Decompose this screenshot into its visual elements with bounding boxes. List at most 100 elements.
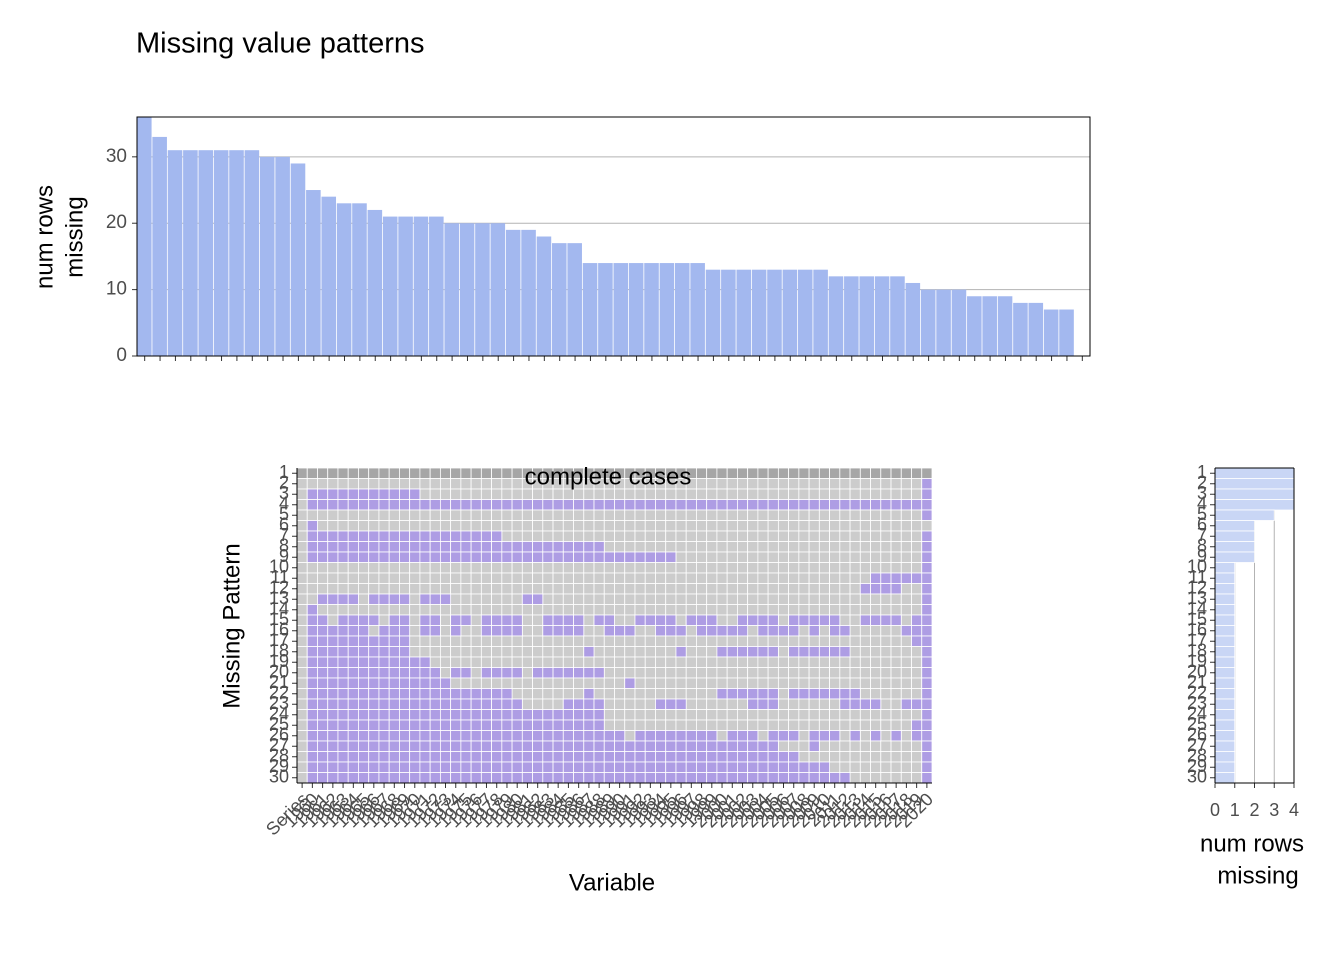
cell xyxy=(818,667,830,679)
cell xyxy=(624,593,636,605)
cell xyxy=(798,520,810,532)
missing-cell xyxy=(870,698,882,710)
missing-cell xyxy=(521,709,533,721)
cell xyxy=(358,593,370,605)
missing-cell xyxy=(358,772,370,784)
cell xyxy=(737,551,749,563)
cell xyxy=(859,751,871,763)
missing-cell xyxy=(870,614,882,626)
cell xyxy=(347,604,359,616)
cell xyxy=(501,530,513,542)
cell xyxy=(859,761,871,773)
y-tick-label: 3 xyxy=(1197,483,1207,503)
missing-cell xyxy=(368,551,380,563)
missing-cell xyxy=(501,667,513,679)
cell xyxy=(870,520,882,532)
cell xyxy=(757,551,769,563)
cell xyxy=(859,646,871,658)
cell xyxy=(808,604,820,616)
missing-cell xyxy=(921,698,933,710)
cell xyxy=(777,604,790,616)
cell xyxy=(675,604,687,616)
cell xyxy=(880,478,892,490)
missing-cell xyxy=(665,772,677,784)
cell xyxy=(829,541,841,553)
missing-cell xyxy=(368,719,380,731)
missing-cell xyxy=(317,709,329,721)
missing-cell xyxy=(419,551,431,563)
missing-cell xyxy=(583,499,595,511)
cell xyxy=(347,478,359,490)
cell xyxy=(327,572,339,584)
cell xyxy=(859,572,871,584)
cell xyxy=(849,719,861,731)
cell xyxy=(726,614,738,626)
missing-cell xyxy=(480,551,492,563)
y-tick-label: 25 xyxy=(1187,714,1207,734)
cell xyxy=(644,677,656,689)
missing-cell xyxy=(818,646,830,658)
missing-cell xyxy=(470,730,482,742)
bar xyxy=(890,276,905,356)
missing-cell xyxy=(808,688,820,700)
missing-cell xyxy=(368,530,380,542)
missing-cell xyxy=(767,499,779,511)
missing-cell xyxy=(644,761,656,773)
cell xyxy=(378,614,390,626)
cell xyxy=(573,635,585,647)
missing-cell xyxy=(450,667,462,679)
cell xyxy=(450,488,462,500)
cell xyxy=(685,625,697,637)
missing-cell xyxy=(429,593,441,605)
cell xyxy=(757,730,769,742)
cell xyxy=(470,583,482,595)
cell xyxy=(521,509,533,521)
cell xyxy=(573,572,585,584)
missing-cell xyxy=(911,635,923,647)
cell xyxy=(859,509,871,521)
missing-cell xyxy=(726,625,738,637)
missing-cell xyxy=(337,541,349,553)
missing-cell xyxy=(900,698,912,710)
cell xyxy=(737,667,749,679)
missing-cell xyxy=(429,740,441,752)
bar xyxy=(828,276,844,356)
missing-cell xyxy=(347,688,359,700)
cell xyxy=(460,562,472,574)
cell xyxy=(870,467,882,479)
y-tick-label: 30 xyxy=(1187,767,1207,787)
cell xyxy=(317,509,329,521)
cell xyxy=(706,719,718,731)
cell xyxy=(890,719,902,731)
cell xyxy=(511,688,523,700)
cell xyxy=(614,520,626,532)
missing-cell xyxy=(378,488,390,500)
missing-cell xyxy=(368,761,380,773)
cell xyxy=(450,467,462,479)
cell xyxy=(368,572,380,584)
cell xyxy=(880,688,892,700)
cell xyxy=(726,593,738,605)
cell xyxy=(849,625,861,637)
cell xyxy=(696,688,708,700)
missing-cell xyxy=(634,761,646,773)
missing-cell xyxy=(409,530,421,542)
missing-cell xyxy=(409,719,421,731)
missing-cell xyxy=(562,551,574,563)
missing-cell xyxy=(573,614,585,626)
missing-cell xyxy=(911,625,923,637)
cell xyxy=(409,583,421,595)
missing-cell xyxy=(757,646,769,658)
cell xyxy=(634,509,646,521)
missing-cell xyxy=(542,551,554,563)
missing-cell xyxy=(870,572,882,584)
missing-cell xyxy=(306,730,318,742)
missing-cell xyxy=(317,530,329,542)
missing-cell xyxy=(634,730,646,742)
missing-cell xyxy=(911,719,923,731)
missing-cell xyxy=(542,772,554,784)
bar xyxy=(751,269,767,356)
cell xyxy=(890,656,902,668)
bar xyxy=(767,269,782,356)
